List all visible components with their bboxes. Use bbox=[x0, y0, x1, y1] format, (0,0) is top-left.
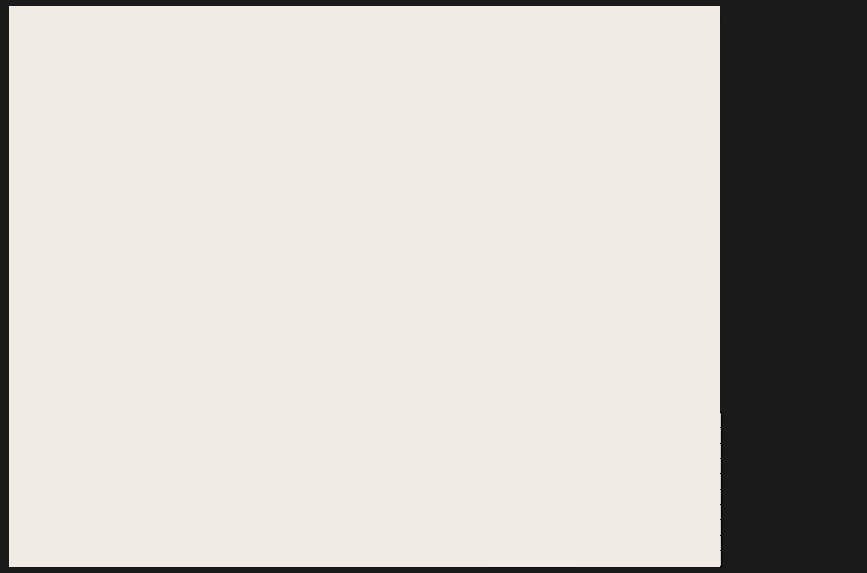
Text: c.What does d(5) ≈ 3 represent?: c.What does d(5) ≈ 3 represent? bbox=[321, 195, 476, 204]
Text: FALSE: FALSE bbox=[507, 427, 554, 441]
Text: 1.  Function, d, gives the distance from home, t, seconds
     after a student s: 1. Function, d, gives the distance from … bbox=[26, 11, 265, 41]
Text: FALSE: FALSE bbox=[507, 489, 554, 503]
Text: FALSE: FALSE bbox=[507, 519, 554, 533]
Text: a.What is the independent variable?: a.What is the independent variable? bbox=[321, 129, 493, 138]
FancyBboxPatch shape bbox=[487, 425, 577, 443]
Text: E: E bbox=[280, 121, 287, 131]
Text: TRUE: TRUE bbox=[368, 520, 405, 533]
Text: 5 Seconds  3 Metosuwal: 5 Seconds 3 Metosuwal bbox=[337, 219, 463, 229]
Text: b.  d(10) = 20: b. d(10) = 20 bbox=[27, 447, 114, 460]
Text: TRUE: TRUE bbox=[368, 551, 405, 563]
Text: or: or bbox=[440, 551, 453, 563]
Text: Name: Name bbox=[630, 19, 668, 29]
Text: TRUE: TRUE bbox=[368, 489, 405, 502]
Text: e.Write the following in function: e.Write the following in function bbox=[321, 286, 473, 296]
Text: TRUE: TRUE bbox=[368, 427, 405, 441]
FancyBboxPatch shape bbox=[487, 517, 577, 535]
Text: d: d bbox=[337, 186, 343, 195]
Text: t: t bbox=[337, 152, 342, 163]
Text: or: or bbox=[440, 427, 453, 441]
Text: d.What does d(16) represent?: d.What does d(16) represent? bbox=[321, 231, 463, 241]
Text: notation: After 4 seconds he was 2.75
     meters from home.  d(4) = 2.75: notation: After 4 seconds he was 2.75 me… bbox=[337, 311, 535, 332]
FancyBboxPatch shape bbox=[487, 486, 577, 505]
Text: 1.  Function, d, gives the distance from home, t, seconds after a student starts: 1. Function, d, gives the distance from … bbox=[321, 77, 699, 87]
Text: Distance is measured in meters. Here is a graph that represents d.: Distance is measured in meters. Here is … bbox=[321, 100, 623, 108]
Text: B: B bbox=[101, 282, 108, 291]
Text: F: F bbox=[307, 312, 313, 321]
FancyBboxPatch shape bbox=[487, 548, 577, 566]
Text: C: C bbox=[147, 282, 153, 291]
Text: c.  d(18) < d(10): c. d(18) < d(10) bbox=[27, 478, 132, 490]
Text: b.What is the dependent variable?: b.What is the dependent variable? bbox=[321, 162, 485, 171]
Text: Function notation Practice.: Function notation Practice. bbox=[422, 41, 627, 56]
Text: or: or bbox=[440, 458, 453, 471]
Text: a.  d(12) = d(14): a. d(12) = d(14) bbox=[27, 416, 132, 429]
Text: d.  d(t) = 10 when t is 11: d. d(t) = 10 when t is 11 bbox=[27, 508, 184, 521]
Text: D: D bbox=[220, 121, 227, 131]
Text: e.  d(8) = 3: e. d(8) = 3 bbox=[27, 539, 99, 552]
Text: FALSE: FALSE bbox=[507, 550, 554, 564]
Text: or: or bbox=[440, 489, 453, 502]
Text: A: A bbox=[47, 351, 54, 360]
Text: FALSE: FALSE bbox=[507, 458, 554, 472]
Text: or: or bbox=[440, 520, 453, 533]
FancyBboxPatch shape bbox=[487, 456, 577, 474]
Text: For each of the following statements, determine if they are TRUE or
FALSE: For each of the following statements, de… bbox=[16, 367, 468, 395]
Text: Ignacio: Ignacio bbox=[680, 15, 722, 28]
Text: distance of home after
     16 Seconds: distance of home after 16 Seconds bbox=[337, 256, 455, 277]
Text: TRUE: TRUE bbox=[368, 458, 405, 471]
